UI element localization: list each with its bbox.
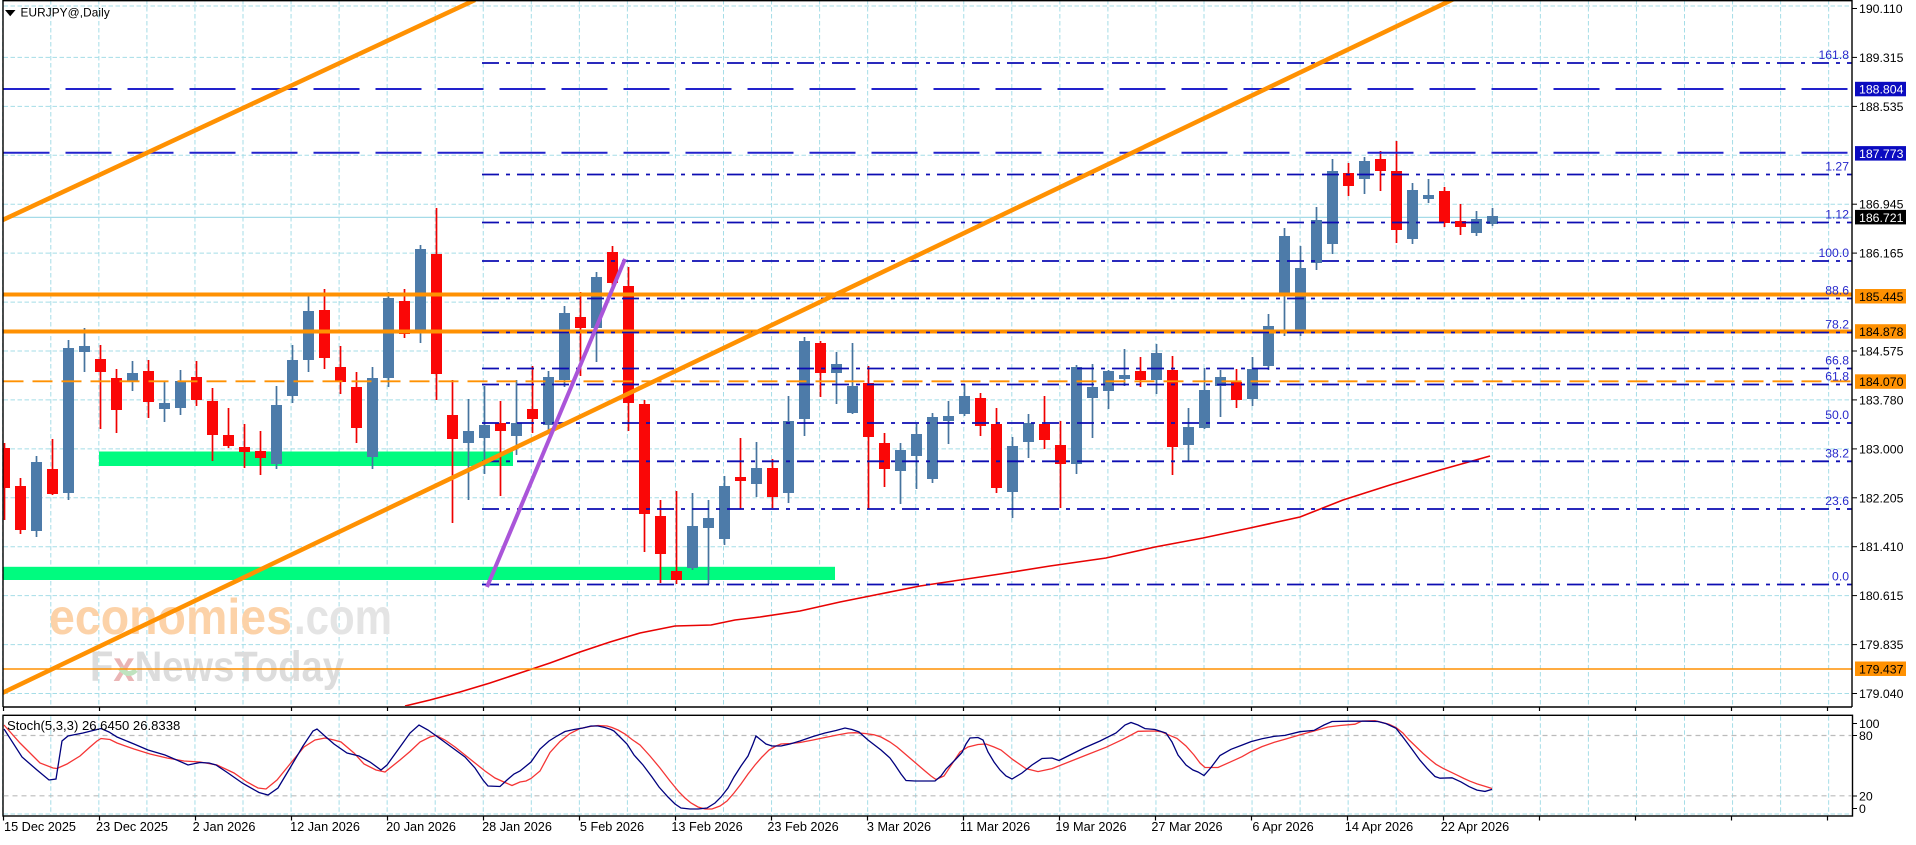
svg-text:189.315: 189.315	[1859, 51, 1904, 65]
svg-text:3 Mar 2026: 3 Mar 2026	[867, 820, 931, 834]
svg-text:181.410: 181.410	[1859, 540, 1904, 554]
svg-text:2 Jan 2026: 2 Jan 2026	[193, 820, 256, 834]
svg-text:5 Feb 2026: 5 Feb 2026	[580, 820, 644, 834]
svg-text:.com: .com	[294, 589, 392, 645]
svg-text:190.110: 190.110	[1859, 2, 1903, 16]
svg-text:0: 0	[1859, 802, 1866, 816]
svg-text:12 Jan 2026: 12 Jan 2026	[290, 820, 360, 834]
svg-text:66.8: 66.8	[1825, 354, 1849, 368]
svg-text:11 Mar 2026: 11 Mar 2026	[960, 820, 1030, 834]
svg-text:22 Apr 2026: 22 Apr 2026	[1441, 820, 1509, 834]
svg-text:184.575: 184.575	[1859, 345, 1904, 359]
svg-text:23 Dec 2025: 23 Dec 2025	[96, 820, 168, 834]
svg-text:183.780: 183.780	[1859, 393, 1904, 407]
svg-text:186.721: 186.721	[1859, 211, 1904, 225]
svg-text:1.27: 1.27	[1825, 160, 1849, 174]
svg-text:6 Apr 2026: 6 Apr 2026	[1252, 820, 1313, 834]
svg-text:100: 100	[1859, 717, 1880, 731]
svg-text:14 Apr 2026: 14 Apr 2026	[1345, 820, 1413, 834]
svg-text:1.12: 1.12	[1825, 208, 1849, 222]
svg-text:0.0: 0.0	[1832, 570, 1849, 584]
svg-text:186.165: 186.165	[1859, 247, 1904, 261]
svg-text:80: 80	[1859, 729, 1873, 743]
svg-text:88.6: 88.6	[1825, 284, 1849, 298]
svg-text:EURJPY@,Daily: EURJPY@,Daily	[21, 6, 110, 20]
svg-text:182.205: 182.205	[1859, 491, 1904, 505]
svg-text:179.835: 179.835	[1859, 638, 1904, 652]
svg-text:27 Mar 2026: 27 Mar 2026	[1151, 820, 1222, 834]
svg-text:economies: economies	[49, 589, 292, 645]
svg-text:186.945: 186.945	[1859, 198, 1904, 212]
svg-text:188.804: 188.804	[1859, 83, 1904, 97]
svg-text:179.437: 179.437	[1859, 662, 1904, 676]
svg-text:20: 20	[1859, 790, 1873, 804]
svg-text:188.535: 188.535	[1859, 100, 1904, 114]
svg-text:20 Jan 2026: 20 Jan 2026	[386, 820, 456, 834]
svg-text:38.2: 38.2	[1825, 446, 1849, 460]
svg-text:185.445: 185.445	[1859, 290, 1904, 304]
svg-text:179.040: 179.040	[1859, 687, 1904, 701]
svg-text:50.0: 50.0	[1825, 408, 1849, 422]
svg-text:FxNewsToday: FxNewsToday	[90, 643, 344, 691]
svg-text:13 Feb 2026: 13 Feb 2026	[671, 820, 742, 834]
svg-text:Stoch(5,3,3) 26.6450 26.8338: Stoch(5,3,3) 26.6450 26.8338	[7, 718, 180, 733]
svg-text:100.0: 100.0	[1819, 246, 1850, 260]
svg-text:23 Feb 2026: 23 Feb 2026	[767, 820, 838, 834]
svg-text:161.8: 161.8	[1819, 48, 1850, 62]
svg-text:78.2: 78.2	[1825, 318, 1849, 332]
svg-text:15 Dec 2025: 15 Dec 2025	[4, 820, 76, 834]
svg-text:61.8: 61.8	[1825, 370, 1849, 384]
svg-text:19 Mar 2026: 19 Mar 2026	[1055, 820, 1126, 834]
svg-text:187.773: 187.773	[1859, 147, 1904, 161]
svg-text:180.615: 180.615	[1859, 589, 1904, 603]
svg-text:184.878: 184.878	[1859, 325, 1904, 339]
svg-text:183.000: 183.000	[1859, 442, 1904, 456]
svg-text:28 Jan 2026: 28 Jan 2026	[482, 820, 552, 834]
svg-text:184.070: 184.070	[1859, 375, 1904, 389]
svg-text:23.6: 23.6	[1825, 494, 1849, 508]
